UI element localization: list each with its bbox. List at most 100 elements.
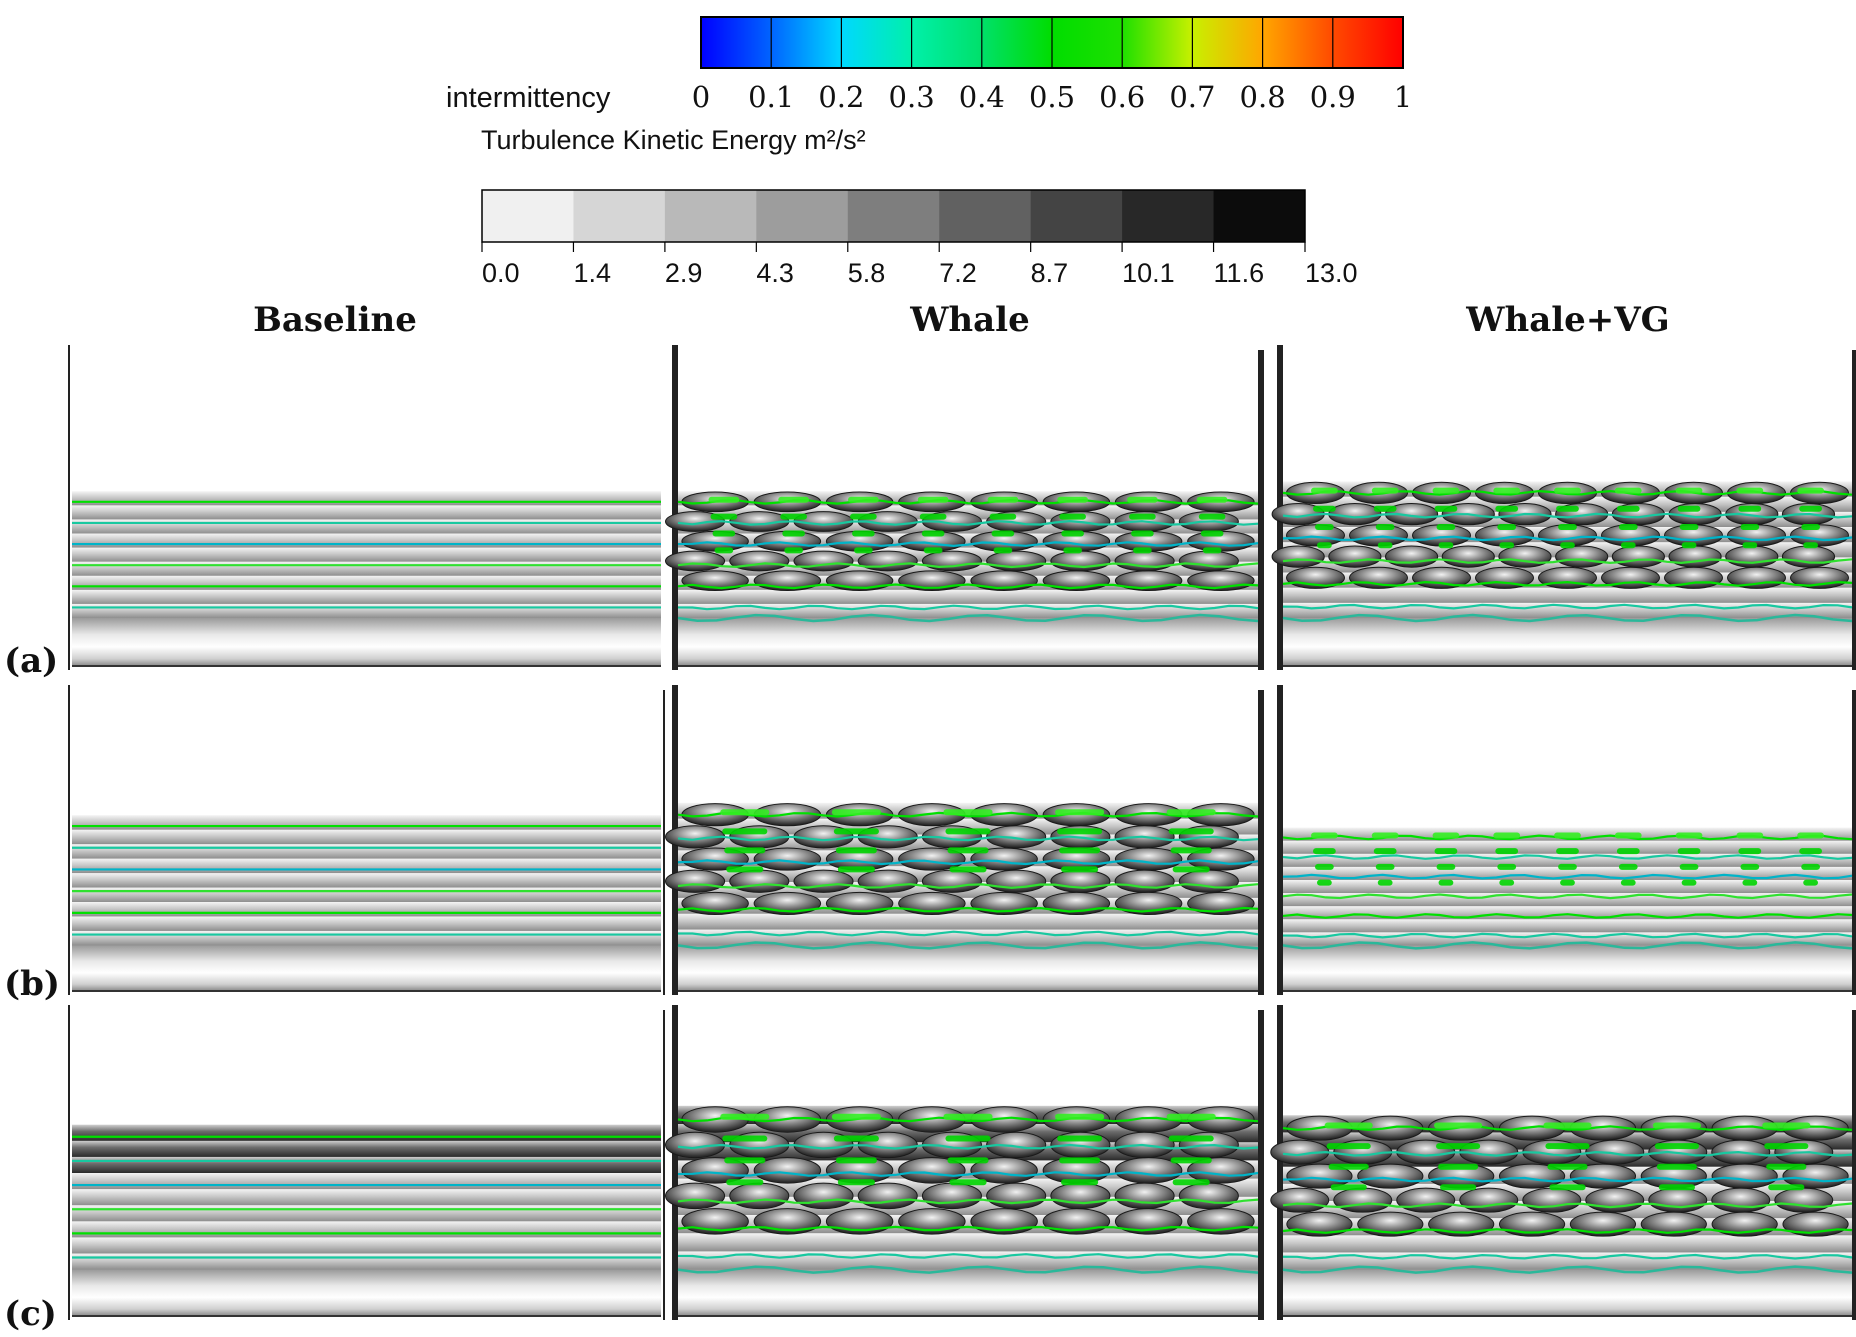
turbulent-spot — [1801, 524, 1820, 530]
turbulent-spot — [1061, 866, 1099, 873]
tke-colorbar-cell — [1030, 190, 1123, 242]
tubercle-bump — [1585, 1139, 1645, 1165]
turbulent-spot — [1560, 879, 1575, 886]
turbulent-spot — [710, 513, 738, 520]
turbulent-spot — [1196, 496, 1228, 503]
turbulent-spot — [1172, 1179, 1210, 1186]
turbulent-spot — [1432, 832, 1460, 839]
column-title: Whale+VG — [1465, 300, 1669, 340]
intermittency-contour-line — [1282, 558, 1853, 565]
intermittency-contour-line — [1282, 580, 1853, 587]
tubercle-bump — [921, 869, 982, 893]
turbulent-spot — [1055, 1113, 1105, 1120]
turbulent-spot — [1495, 505, 1519, 512]
intermittency-contour-line — [1282, 603, 1853, 610]
tubercle-bump — [1187, 1157, 1255, 1184]
intermittency-contour-line — [677, 906, 1259, 913]
surface-band — [1283, 1235, 1852, 1253]
intermittency-contour-line — [1282, 1253, 1853, 1260]
flow-panel — [1270, 1005, 1856, 1320]
turbulent-spot — [778, 496, 809, 503]
tubercle-bump — [1178, 1182, 1239, 1210]
row-labels: (a) (b) (c) — [4, 641, 60, 1334]
floor-contour-line — [677, 941, 1259, 950]
tubercle-bump — [665, 550, 726, 572]
turbulent-spot — [1656, 1163, 1697, 1170]
tubercle-bump — [1781, 545, 1836, 568]
tubercle-bump — [1286, 1163, 1353, 1189]
turbulent-spot — [1434, 505, 1458, 512]
tubercle-bump — [1178, 550, 1239, 572]
turbulent-spot — [1799, 505, 1822, 512]
surface-band — [678, 1215, 1258, 1234]
turbulent-spot — [1764, 1143, 1809, 1150]
turbulent-spot — [712, 530, 736, 537]
turbulent-spot — [1373, 505, 1397, 512]
flow-panel — [665, 685, 1264, 995]
turbulent-spot — [833, 1135, 879, 1142]
turbulent-spot — [1799, 848, 1822, 855]
turbulent-spot — [1675, 487, 1703, 494]
turbulent-spot — [1166, 809, 1216, 816]
turbulent-spot — [1375, 863, 1395, 870]
surface-band — [72, 1221, 661, 1238]
turbulent-spot — [949, 866, 987, 873]
surface-band — [72, 1156, 661, 1174]
turbulent-spot — [1436, 863, 1456, 870]
surface-band — [1283, 919, 1852, 933]
turbulent-spot — [993, 547, 1013, 554]
intermittency-contour-line — [1282, 873, 1853, 880]
turbulent-spot — [1620, 879, 1636, 886]
tubercle-bump — [986, 1131, 1047, 1159]
tubercle-bump — [1114, 869, 1175, 893]
intermittency-contour-line — [677, 1198, 1259, 1205]
floor-contour-line — [1282, 1265, 1853, 1274]
tubercle-bump — [1114, 1182, 1175, 1210]
turbulent-spot — [1654, 1143, 1699, 1150]
turbulent-spot — [1172, 866, 1210, 873]
intermittency-contour-line — [677, 883, 1259, 889]
turbulent-spot — [1797, 487, 1824, 494]
surface-band — [72, 547, 661, 563]
tke-colorbar-cell — [939, 190, 1032, 242]
tubercle-bump — [793, 1182, 854, 1210]
intermittency-contour-line — [677, 1171, 1259, 1177]
intermittency-tick-label: 0.8 — [1240, 80, 1286, 114]
turbulent-spot — [1652, 1122, 1701, 1129]
turbulent-spot — [1558, 524, 1577, 530]
surface-band — [678, 913, 1258, 931]
turbulent-spot — [1371, 487, 1399, 494]
floor-contour-line — [677, 613, 1259, 623]
surface-band — [72, 1237, 661, 1254]
leading-edge-floor — [678, 618, 1258, 666]
turbulent-spot — [1326, 1143, 1371, 1150]
intermittency-contour-line — [677, 583, 1259, 590]
panels — [68, 345, 1856, 1320]
turbulent-spot — [1436, 1143, 1481, 1150]
turbulent-spot — [917, 496, 949, 503]
surface-band — [72, 844, 661, 860]
tubercle-bump — [1774, 1187, 1834, 1213]
tubercle-bump — [1328, 545, 1382, 568]
intermittency-contour-line — [677, 1143, 1259, 1150]
turbulent-spot — [1762, 1122, 1811, 1129]
intermittency-tick-label: 0.5 — [1029, 80, 1075, 114]
intermittency-contour-line — [677, 859, 1259, 866]
turbulent-spot — [722, 828, 768, 835]
turbulent-spot — [835, 847, 877, 854]
turbulent-spot — [1168, 828, 1214, 835]
turbulent-spot — [1499, 879, 1515, 886]
leading-edge-floor — [678, 945, 1258, 991]
tke-tick-label: 0.0 — [482, 258, 520, 288]
intermittency-contour-line — [677, 541, 1259, 548]
turbulent-spot — [780, 513, 807, 520]
surface-band — [1283, 1218, 1852, 1236]
turbulent-spot — [1545, 1143, 1590, 1150]
turbulent-spot — [1059, 513, 1086, 520]
tubercle-bump — [681, 1157, 749, 1184]
surface-band — [1283, 906, 1852, 920]
tubercle-bump — [753, 847, 822, 871]
tubercle-bump — [986, 1182, 1047, 1210]
intermittency-contour-line — [1282, 913, 1853, 919]
tubercle-bump — [1333, 1187, 1393, 1213]
